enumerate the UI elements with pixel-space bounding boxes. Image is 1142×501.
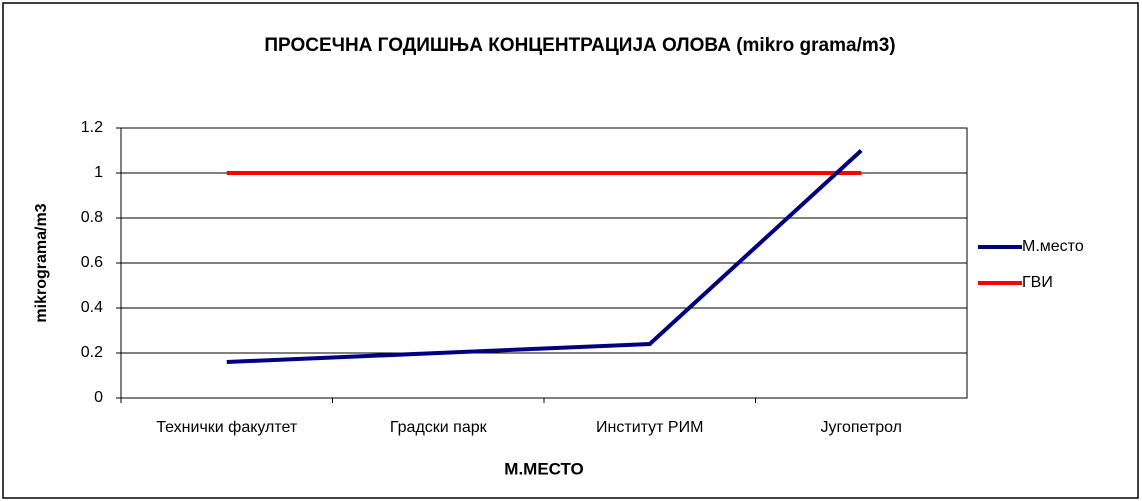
legend-label: ГВИ <box>1022 274 1053 291</box>
y-tick-label: 0.2 <box>81 344 103 361</box>
data-line <box>226 149 863 364</box>
y-tick-label: 1 <box>94 164 103 181</box>
y-tick-label: 0.8 <box>81 209 103 226</box>
y-axis-label: mikrograma/m3 <box>33 203 50 322</box>
x-tick-label: Институт РИМ <box>596 419 703 436</box>
y-tick-label: 0.6 <box>81 254 103 271</box>
x-tick-label: Технички факултет <box>156 419 298 436</box>
x-tick-label: Градски парк <box>390 419 488 436</box>
x-axis-label: M.МЕСТО <box>504 459 583 478</box>
legend-label: М.место <box>1022 238 1084 255</box>
chart-title: ПРОСЕЧНА ГОДИШЊА КОНЦЕНТРАЦИЈА ОЛОВА (mi… <box>264 35 896 56</box>
x-tick-label: Југопетрол <box>820 419 902 436</box>
y-tick-label: 0 <box>94 389 103 406</box>
y-tick-label: 0.4 <box>81 299 103 316</box>
y-tick-label: 1.2 <box>81 119 103 136</box>
